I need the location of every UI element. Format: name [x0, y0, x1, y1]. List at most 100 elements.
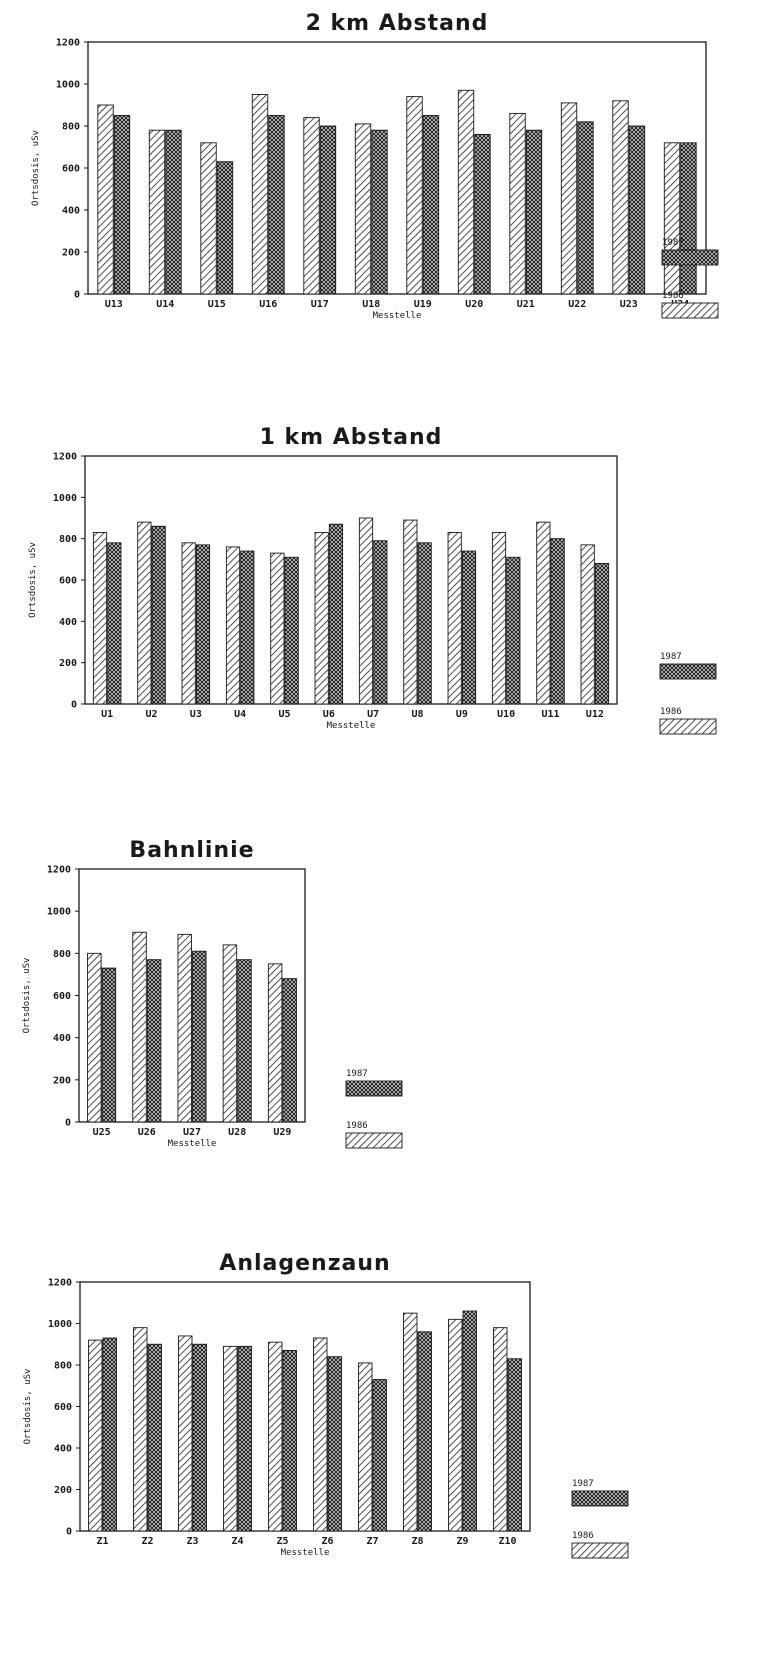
legend-swatch-1987 [661, 249, 719, 266]
y-tick-label: 400 [53, 1033, 71, 1044]
legend: 1987 1986 [571, 1479, 629, 1559]
bar-1987-Z8 [417, 1331, 432, 1532]
bar-1986-Z7 [358, 1362, 373, 1532]
bar-1987-U27 [192, 950, 207, 1123]
y-tick-label: 800 [62, 122, 80, 133]
y-tick-label: 1000 [47, 907, 71, 918]
bar-1986-U21 [509, 112, 526, 295]
legend-swatch-1986 [571, 1542, 629, 1559]
bar-1987-Z4 [237, 1345, 252, 1532]
legend-label-1986: 1986 [346, 1121, 368, 1131]
bar-1987-U24 [680, 142, 697, 295]
x-tick-label: U22 [568, 299, 586, 310]
legend-label-1987: 1987 [572, 1479, 594, 1489]
chart-title: 2 km Abstand [306, 11, 489, 36]
y-tick-label: 200 [54, 1485, 72, 1496]
chart-3: Bahnlinie 0 200 400 600 800 1000 1200 Ortsdosis,… [22, 838, 403, 1149]
bar-1986-U14 [148, 129, 166, 295]
y-tick-label: 1200 [53, 452, 77, 463]
y-tick-label: 0 [66, 1527, 72, 1538]
x-tick-label: U1 [101, 709, 113, 720]
y-axis-label: Ortsdosis, uSv [28, 542, 38, 618]
bar-1987-Z5 [282, 1350, 297, 1532]
x-tick-label: U14 [156, 299, 174, 310]
bar-1986-U27 [177, 933, 192, 1123]
bar-1986-U6 [314, 532, 329, 705]
bar-1986-Z5 [268, 1341, 283, 1532]
bar-1986-U22 [560, 102, 578, 295]
bar-1986-Z1 [88, 1339, 103, 1532]
bar-1986-Z6 [313, 1337, 328, 1532]
bar-1987-U19 [422, 115, 440, 295]
x-tick-label: Z4 [231, 1536, 243, 1547]
x-tick-label: U8 [411, 709, 423, 720]
bar-1987-U26 [146, 959, 162, 1123]
bar-1986-U24 [663, 142, 681, 295]
legend-swatch-1987 [345, 1080, 403, 1097]
y-axis-label: Ortsdosis, uSv [23, 1369, 33, 1445]
y-tick-label: 800 [59, 534, 77, 545]
x-axis-label: Messtelle [327, 721, 376, 731]
y-tick-label: 400 [54, 1444, 72, 1455]
bar-1986-U29 [267, 963, 283, 1123]
y-tick-label: 600 [53, 991, 71, 1002]
bar-1987-U28 [237, 959, 252, 1123]
legend: 1987 1986 [661, 238, 719, 319]
x-tick-label: U10 [497, 709, 515, 720]
bar-1987-U6 [328, 523, 344, 705]
x-axis-label: Messtelle [373, 311, 422, 321]
bar-1986-Z4 [223, 1345, 238, 1532]
bar-1987-Z1 [102, 1337, 117, 1532]
bar-1986-U9 [447, 532, 462, 705]
legend-label-1986: 1986 [660, 707, 682, 717]
bar-1987-Z3 [192, 1343, 207, 1532]
bar-1987-U12 [594, 563, 610, 705]
x-tick-label: U3 [190, 709, 202, 720]
legend-label-1986: 1986 [662, 291, 684, 301]
bar-1986-U11 [536, 521, 551, 705]
bar-1986-Z9 [448, 1318, 463, 1532]
bar-1987-U17 [319, 125, 337, 295]
x-tick-label: U20 [465, 299, 483, 310]
bar-1987-Z10 [507, 1358, 522, 1532]
y-tick-label: 400 [62, 206, 80, 217]
bar-1987-U29 [282, 978, 297, 1123]
chart-title: Anlagenzaun [219, 1251, 390, 1276]
y-tick-label: 200 [62, 248, 80, 259]
bar-1986-U20 [457, 89, 475, 295]
x-tick-label: U18 [362, 299, 380, 310]
bar-1987-U2 [151, 525, 166, 705]
x-tick-label: U27 [183, 1127, 201, 1138]
bar-1986-U15 [200, 142, 217, 295]
bar-1986-U16 [251, 94, 269, 295]
bar-1987-Z7 [372, 1379, 387, 1532]
chart-4: Anlagenzaun 0 200 400 600 800 1000 1200 Ortsdosi… [23, 1251, 629, 1559]
bar-1987-U18 [371, 129, 388, 295]
bar-1986-U26 [132, 931, 147, 1123]
x-tick-label: U25 [93, 1127, 111, 1138]
y-tick-label: 600 [62, 164, 80, 175]
bar-1986-Z2 [133, 1327, 148, 1532]
y-tick-label: 0 [74, 290, 80, 301]
chart-title: Bahnlinie [129, 838, 254, 863]
x-tick-label: Z10 [498, 1536, 516, 1547]
bar-1987-U13 [113, 115, 131, 295]
x-tick-label: U19 [414, 299, 432, 310]
x-tick-label: U4 [234, 709, 246, 720]
y-tick-label: 1200 [48, 1278, 72, 1289]
bar-1986-U7 [358, 517, 374, 705]
x-tick-label: U2 [145, 709, 157, 720]
bar-1987-Z2 [147, 1343, 162, 1532]
bar-1987-U7 [373, 540, 388, 705]
legend-label-1986: 1986 [572, 1531, 594, 1541]
x-tick-label: U5 [278, 709, 290, 720]
bar-1987-U21 [525, 129, 543, 295]
y-tick-label: 200 [59, 658, 77, 669]
chart-2: 1 km Abstand 0 200 400 600 800 1000 1200 Ortsdos… [28, 425, 717, 735]
y-tick-label: 400 [59, 617, 77, 628]
bar-1987-U14 [165, 129, 182, 295]
bar-1986-U12 [580, 544, 595, 705]
bar-1986-Z3 [178, 1335, 193, 1532]
x-tick-label: Z1 [96, 1536, 108, 1547]
